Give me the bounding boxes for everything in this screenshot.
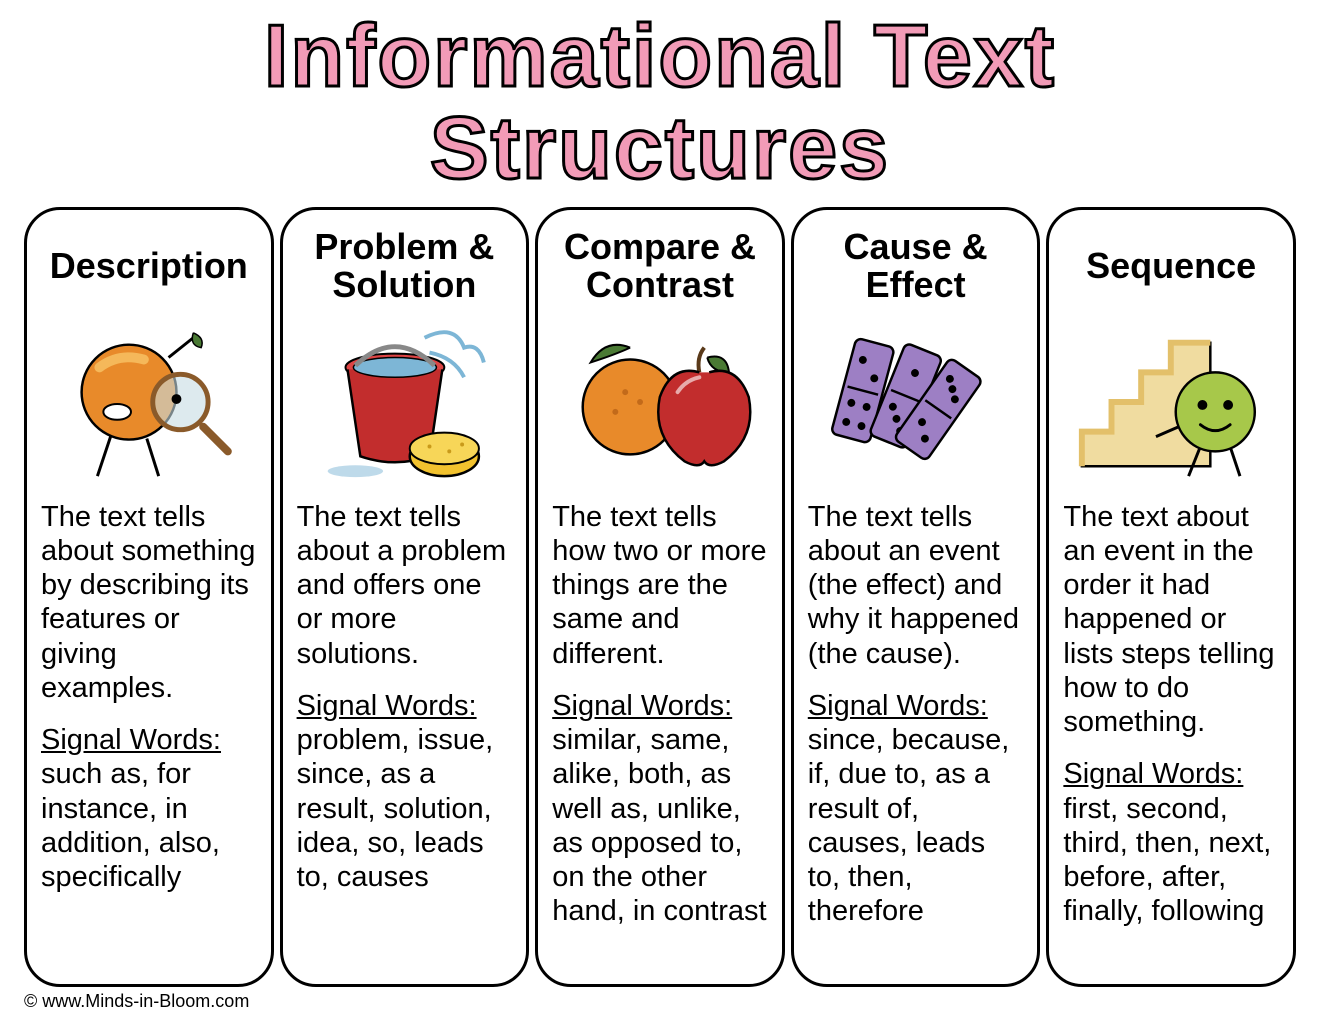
orange-magnify-icon bbox=[41, 318, 257, 486]
signal-words-block: Signal Words:problem, issue, since, as a… bbox=[297, 689, 513, 894]
card-title: Compare & Contrast bbox=[552, 224, 768, 308]
signal-words-label: Signal Words: bbox=[297, 690, 477, 722]
card-title: Sequence bbox=[1063, 224, 1279, 308]
card-description: Description The text tells about somethi… bbox=[24, 207, 274, 987]
signal-words-label: Signal Words: bbox=[552, 690, 732, 722]
bucket-sponge-icon bbox=[297, 318, 513, 486]
dominoes-icon bbox=[808, 318, 1024, 486]
signal-words-list: problem, issue, since, as a result, solu… bbox=[297, 724, 494, 893]
signal-words-list: since, because, if, due to, as a result … bbox=[808, 724, 1010, 927]
card-title: Description bbox=[41, 224, 257, 308]
card-compare-contrast: Compare & Contrast The text tells how tw… bbox=[535, 207, 785, 987]
card-description-text: The text tells about an event (the effec… bbox=[808, 500, 1024, 671]
signal-words-block: Signal Words:such as, for instance, in a… bbox=[41, 723, 257, 894]
card-description-text: The text tells how two or more things ar… bbox=[552, 500, 768, 671]
main-title: Informational Text Structures bbox=[24, 10, 1296, 195]
card-description-text: The text about an event in the order it … bbox=[1063, 500, 1279, 740]
signal-words-list: such as, for instance, in addition, also… bbox=[41, 758, 220, 893]
card-cause-effect: Cause & Effect bbox=[791, 207, 1041, 987]
card-description-text: The text tells about a problem and offer… bbox=[297, 500, 513, 671]
card-description-text: The text tells about something by descri… bbox=[41, 500, 257, 705]
signal-words-label: Signal Words: bbox=[41, 724, 221, 756]
poster: Informational Text Structures Descriptio… bbox=[0, 0, 1320, 1020]
card-title: Cause & Effect bbox=[808, 224, 1024, 308]
signal-words-list: similar, same, alike, both, as well as, … bbox=[552, 724, 766, 927]
columns-row: Description The text tells about somethi… bbox=[24, 207, 1296, 987]
signal-words-block: Signal Words:similar, same, alike, both,… bbox=[552, 689, 768, 929]
footer-credit: © www.Minds-in-Bloom.com bbox=[24, 991, 1296, 1012]
signal-words-block: Signal Words:first, second, third, then,… bbox=[1063, 757, 1279, 928]
card-title: Problem & Solution bbox=[297, 224, 513, 308]
signal-words-block: Signal Words:since, because, if, due to,… bbox=[808, 689, 1024, 929]
signal-words-label: Signal Words: bbox=[1063, 758, 1243, 790]
card-problem-solution: Problem & Solution The text tells about … bbox=[280, 207, 530, 987]
signal-words-list: first, second, third, then, next, before… bbox=[1063, 793, 1271, 928]
card-sequence: Sequence The text about an event in the … bbox=[1046, 207, 1296, 987]
orange-apple-icon bbox=[552, 318, 768, 486]
stairs-ball-icon bbox=[1063, 318, 1279, 486]
signal-words-label: Signal Words: bbox=[808, 690, 988, 722]
